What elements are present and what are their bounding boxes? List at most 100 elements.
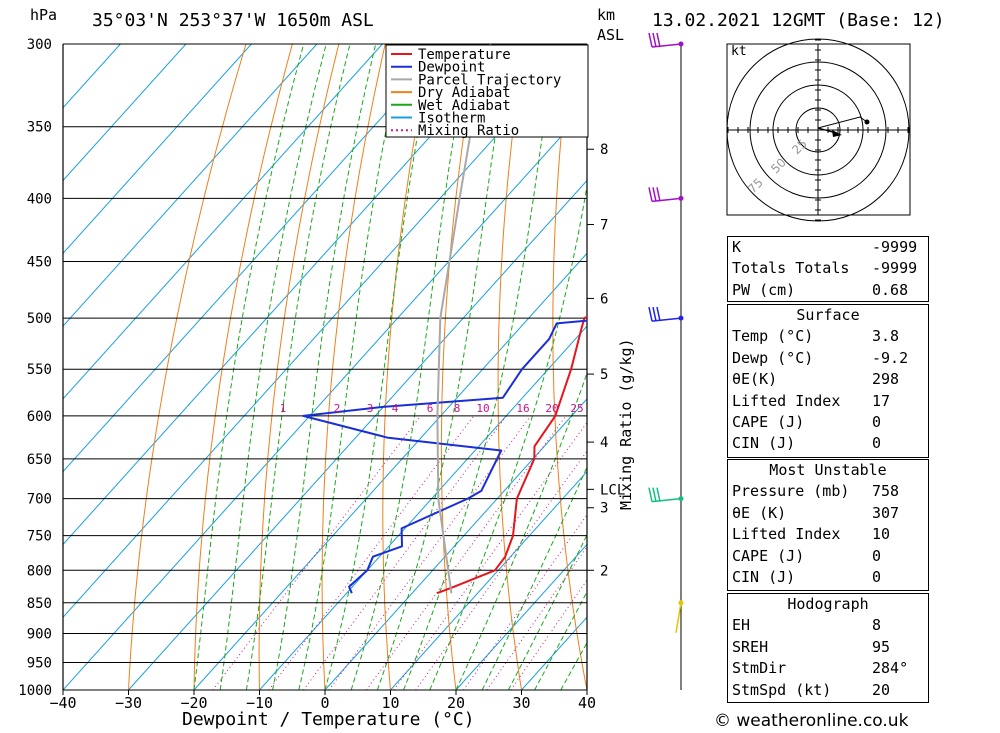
most-unstable-value: 0 (872, 567, 882, 586)
mixing-ratio-axis-title: Mixing Ratio (g/kg) (617, 338, 635, 510)
wind-barb-feather (652, 32, 657, 48)
hodograph-stats-key: EH (732, 616, 751, 635)
legend-box (385, 44, 589, 138)
mixing-ratio-tick-label: 1 (280, 402, 287, 415)
hodograph-stats-value: 20 (872, 680, 891, 699)
km-tick-label: 7 (600, 218, 608, 234)
isotherm-line (455, 543, 587, 690)
wet-adiabat-line (455, 371, 587, 690)
surface-table: Surface Temp (°C) 3.8 Dewp (°C) -9.2 θE(K)… (727, 304, 929, 458)
wind-barb (651, 197, 682, 203)
wet-adiabat-line (507, 533, 587, 690)
isotherm-line (259, 325, 587, 690)
wind-barb-feather (656, 306, 661, 322)
indices-value: -9999 (872, 259, 918, 278)
km-tick-label: 4 (600, 435, 608, 451)
wind-barb-feather (656, 187, 661, 202)
pressure-tick-label: 350 (27, 120, 52, 136)
wet-adiabat-line (376, 44, 511, 690)
asl-unit-label: ASL (597, 26, 625, 44)
wind-barb-feather (652, 487, 657, 502)
surface-row: Temp (°C) 3.8 (728, 326, 928, 347)
wet-adiabat-line (429, 183, 587, 690)
surface-key: Temp (°C) (732, 327, 814, 346)
legend-label: Dewpoint (418, 60, 485, 76)
isotherm-line (63, 44, 514, 546)
pressure-tick-label: 950 (27, 655, 52, 671)
wind-barb-feather (648, 306, 653, 322)
hodograph-unit-label: kt (731, 44, 747, 59)
km-tick-label: 3 (600, 501, 608, 517)
most-unstable-value: 0 (872, 546, 882, 565)
wind-barb (651, 43, 682, 48)
dry-adiabat-line (440, 44, 479, 690)
indices-table: K -9999 Totals Totals -9999 PW (cm) 0.68 (727, 236, 929, 302)
temperature-tick-label: −40 (49, 694, 76, 712)
legend-label: Parcel Trajectory (418, 72, 561, 88)
surface-value: 0 (872, 434, 882, 453)
dry-adiabat-line (382, 44, 433, 690)
indices-key: K (732, 238, 742, 256)
hodograph-ring-label: 75 (745, 175, 766, 196)
km-tick-label: 8 (600, 142, 608, 158)
dry-adiabat-line (128, 44, 247, 690)
wind-barb-feather (652, 306, 657, 322)
mixing-ratio-tick-label: 6 (427, 402, 434, 415)
surface-row: CIN (J) 0 (728, 433, 928, 454)
wind-barb-feather (648, 187, 653, 202)
most-unstable-table: Most Unstable Pressure (mb) 758 θE (K) 307… (727, 459, 929, 591)
most-unstable-key: Pressure (mb) (732, 482, 850, 501)
legend-label: Mixing Ratio (418, 123, 519, 139)
indices-row: K -9999 (728, 237, 928, 258)
pressure-tick-label: 600 (27, 409, 52, 425)
mixing-ratio-tick-label: 10 (476, 402, 489, 415)
hodograph-endpoint (864, 119, 870, 125)
legend-label: Temperature (418, 47, 511, 63)
mixing-ratio-tick-label: 3 (367, 402, 374, 415)
most-unstable-row: CAPE (J) 0 (728, 546, 928, 567)
hodograph-ring-label: 50 (768, 155, 789, 176)
isotherm-line (63, 44, 383, 400)
km-tick-label: 5 (600, 367, 608, 383)
hodograph-stats-key: StmSpd (kt) (732, 680, 832, 699)
surface-row: θE(K) 298 (728, 369, 928, 390)
mixing-ratio-line (365, 415, 567, 690)
most-unstable-value: 758 (872, 482, 900, 501)
pressure-tick-label: 1000 (18, 683, 52, 699)
surface-key: Lifted Index (732, 391, 841, 410)
isotherm-line (63, 44, 187, 182)
isotherm-line (63, 44, 449, 473)
temperature-tick-label: 10 (381, 694, 399, 712)
pressure-tick-label: 550 (27, 362, 52, 378)
km-unit-label: km (597, 6, 616, 24)
temperature-tick-label: 0 (320, 694, 329, 712)
pressure-tick-label: 300 (27, 37, 52, 53)
mixing-ratio-line (393, 421, 587, 690)
most-unstable-value: 307 (872, 503, 900, 522)
wind-barb-feather (656, 32, 661, 48)
temperature-tick-label: 30 (512, 694, 530, 712)
most-unstable-row: θE (K) 307 (728, 503, 928, 524)
km-tick-label: 6 (600, 291, 608, 307)
legend-label: Dry Adiabat (418, 85, 511, 101)
x-axis-title: Dewpoint / Temperature (°C) (182, 709, 475, 730)
hodograph-stats-key: StmDir (732, 659, 787, 678)
mixing-ratio-tick-label: 16 (516, 402, 529, 415)
temperature-tick-label: −10 (246, 694, 273, 712)
hodograph-stats-row: StmSpd (kt) 20 (728, 680, 928, 701)
wind-barb (651, 497, 682, 503)
location-title: 35°03'N 253°37'W 1650m ASL (92, 10, 374, 31)
pressure-tick-label: 700 (27, 492, 52, 508)
mixing-ratio-tick-label: 8 (454, 402, 461, 415)
indices-key: Totals Totals (732, 259, 850, 278)
wind-barb-feather (652, 187, 657, 202)
hodograph-stats-row: SREH 95 (728, 637, 928, 658)
mixing-ratio-tick-label: 25 (570, 402, 583, 415)
surface-value: 298 (872, 370, 900, 389)
indices-row: PW (cm) 0.68 (728, 280, 928, 301)
hodograph-stats-row: EH 8 (728, 615, 928, 636)
hodograph-stats-value: 284° (872, 659, 909, 678)
site-credit[interactable]: © weatheronline.co.uk (714, 711, 909, 731)
isotherm-line (193, 252, 587, 690)
